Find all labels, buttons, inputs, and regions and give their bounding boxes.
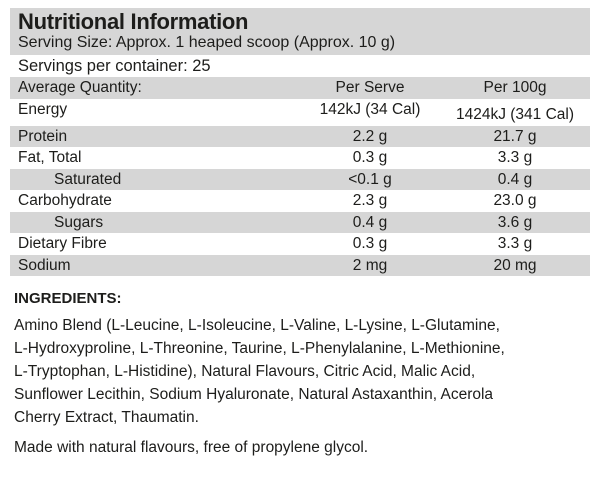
row-label: Protein (18, 127, 68, 145)
per-serve-value: 142kJ (34 Cal) (319, 100, 421, 118)
per-100g-value: 0.4 g (497, 170, 533, 188)
per-serve-value: 2 mg (352, 256, 388, 274)
column-header-per-100g: Per 100g (483, 79, 547, 96)
row-label: Carbohydrate (18, 192, 112, 209)
row-label: Sugars (54, 213, 104, 231)
per-100g-value: 21.7 g (493, 127, 537, 145)
per-100g-value: 23.0 g (493, 192, 537, 209)
per-100g-value: 3.3 g (497, 149, 533, 166)
column-header-quantity: Average Quantity: (18, 79, 142, 96)
table-header-row: Average Quantity: Per Serve Per 100g (10, 77, 590, 99)
label-header: Nutritional Information Serving Size: Ap… (10, 8, 590, 55)
table-row: Sodium 2 mg 20 mg (10, 254, 590, 276)
table-row: Sugars 0.4 g 3.6 g (10, 211, 590, 233)
per-serve-value: 0.3 g (352, 149, 388, 166)
table-row: Carbohydrate 2.3 g 23.0 g (10, 190, 590, 212)
table-row: Dietary Fibre 0.3 g 3.3 g (10, 233, 590, 255)
per-serve-value: 0.4 g (352, 213, 388, 231)
per-100g-value: 3.6 g (497, 213, 533, 231)
per-serve-value: <0.1 g (348, 170, 392, 188)
per-serve-value: 2.3 g (352, 192, 388, 209)
table-row: Saturated <0.1 g 0.4 g (10, 168, 590, 190)
row-label: Sodium (18, 256, 71, 274)
ingredients-heading: INGREDIENTS: (14, 290, 122, 307)
ingredients-section: INGREDIENTS: Amino Blend (L-Leucine, L-I… (14, 290, 588, 458)
servings-per-container-text: Servings per container: 25 (18, 57, 211, 75)
row-label: Dietary Fibre (18, 235, 107, 252)
footnote-text: Made with natural flavours, free of prop… (14, 439, 369, 456)
per-100g-value: 1424kJ (341 Cal) (455, 105, 575, 123)
ingredients-text: Amino Blend (L-Leucine, L-Isoleucine, L-… (14, 317, 505, 426)
table-row: Fat, Total 0.3 g 3.3 g (10, 147, 590, 169)
per-serve-value: 0.3 g (352, 235, 388, 252)
row-label: Energy (18, 100, 68, 118)
table-row: Energy 142kJ (34 Cal) 1424kJ (341 Cal) (10, 99, 590, 126)
serving-size-text: Serving Size: Approx. 1 heaped scoop (Ap… (18, 34, 396, 51)
row-label: Fat, Total (18, 149, 82, 166)
per-100g-value: 20 mg (493, 256, 537, 274)
per-100g-value: 3.3 g (497, 235, 533, 252)
table-row: Protein 2.2 g 21.7 g (10, 125, 590, 147)
nutrition-table: Average Quantity: Per Serve Per 100g Ene… (10, 77, 590, 276)
per-serve-value: 2.2 g (352, 127, 388, 145)
column-header-per-serve: Per Serve (335, 79, 405, 96)
page-title: Nutritional Information (18, 9, 249, 34)
row-label: Saturated (54, 170, 122, 188)
